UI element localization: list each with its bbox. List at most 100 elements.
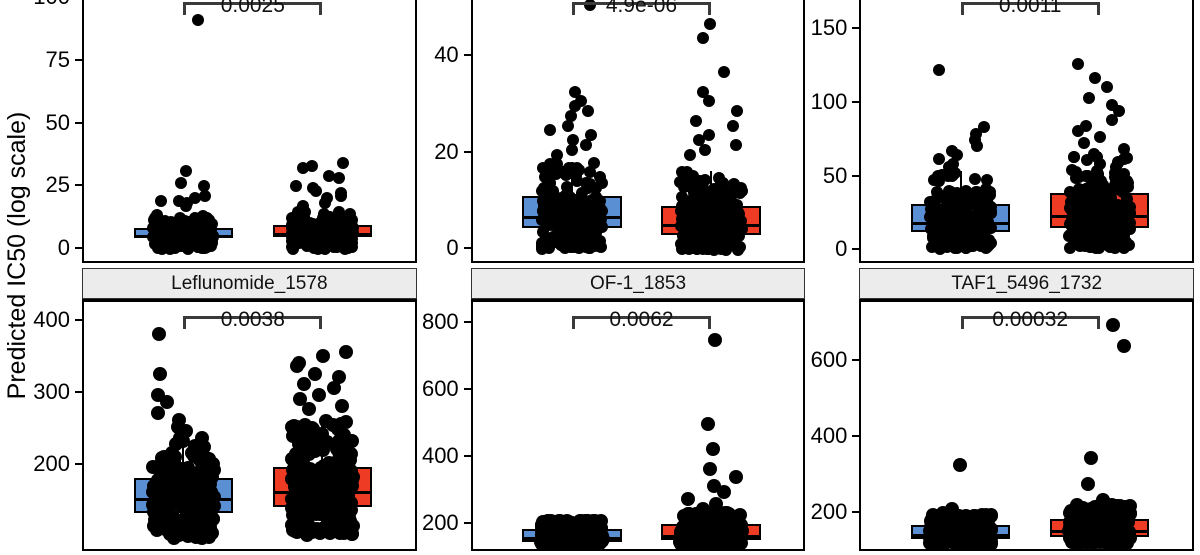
data-point — [579, 138, 592, 151]
plot-panel: 0.0025 — [82, 0, 417, 263]
data-point — [583, 237, 596, 250]
y-tick-label: 50 — [822, 162, 848, 188]
data-point — [1067, 151, 1080, 164]
data-point — [577, 513, 592, 528]
data-point — [174, 177, 187, 190]
data-point — [1078, 224, 1091, 237]
data-point — [561, 119, 574, 132]
data-point — [1121, 222, 1134, 235]
data-point — [327, 380, 342, 395]
y-tick-label: 400 — [810, 422, 848, 448]
y-tick-mark — [463, 150, 471, 153]
data-point — [190, 477, 205, 492]
data-point — [572, 537, 587, 549]
y-tick-label: 300 — [33, 379, 70, 405]
facet-panel-grid: 0 25 50 75 100 0.0025 0 20 40 4.9e-06 0 50 100 150 0.0… — [33, 0, 1200, 551]
data-point — [1077, 137, 1090, 150]
data-point — [700, 416, 715, 431]
data-point — [697, 32, 710, 45]
data-point — [335, 189, 348, 202]
data-point — [1105, 230, 1118, 243]
facet-panel-5: TAF1_5496_1732 200 400 600 0.00032 — [811, 268, 1200, 555]
y-tick: 150 — [811, 15, 860, 41]
facet-row-top: 0 25 50 75 100 0.0025 0 20 40 4.9e-06 0 50 100 150 0.0… — [33, 0, 1200, 267]
data-point — [693, 240, 706, 253]
y-tick: 400 — [422, 443, 471, 469]
data-point — [299, 476, 314, 491]
data-point — [197, 493, 212, 508]
data-point — [717, 219, 730, 232]
data-point — [549, 167, 562, 180]
data-point — [1074, 530, 1089, 545]
data-point — [585, 129, 598, 142]
data-point — [326, 482, 341, 497]
y-tick: 100 — [33, 0, 82, 10]
data-point — [729, 470, 744, 485]
y-axis: 0 50 100 150 — [811, 0, 860, 263]
data-point — [731, 104, 744, 117]
data-point — [314, 427, 329, 442]
data-point — [152, 327, 167, 342]
data-point — [312, 388, 327, 403]
data-point — [952, 514, 967, 529]
data-point — [167, 238, 180, 251]
data-point — [150, 405, 165, 420]
data-point — [566, 134, 579, 147]
data-point — [542, 235, 555, 248]
data-point — [177, 232, 190, 245]
data-point — [683, 512, 698, 527]
y-tick-mark — [463, 321, 471, 324]
data-point — [1071, 125, 1084, 138]
data-point — [677, 194, 690, 207]
y-tick: 25 — [46, 172, 82, 198]
y-tick-mark — [852, 100, 860, 103]
data-point — [343, 221, 356, 234]
facet-strip-label: Leflunomide_1578 — [82, 268, 417, 299]
y-tick-label: 40 — [434, 41, 459, 67]
data-point — [540, 195, 553, 208]
y-tick-label: 0 — [835, 236, 848, 262]
data-point — [1074, 505, 1089, 520]
data-point — [319, 197, 332, 210]
y-tick-label: 400 — [421, 442, 459, 468]
data-point — [154, 194, 167, 207]
plot-area — [473, 0, 804, 261]
data-point — [932, 63, 945, 76]
facet-panel-1: 0 20 40 4.9e-06 — [423, 0, 812, 267]
data-point — [1063, 228, 1076, 241]
data-point — [936, 524, 951, 539]
data-point — [693, 217, 706, 230]
plot-panel: 0.00032 — [859, 299, 1195, 551]
data-point — [544, 537, 559, 549]
data-point — [178, 526, 193, 541]
plot-area — [84, 302, 415, 549]
facet-panel-4: OF-1_1853 200 400 600 800 0.0062 — [422, 268, 812, 555]
y-tick-label: 200 — [810, 498, 848, 524]
y-tick: 0 — [835, 236, 860, 262]
data-point — [154, 490, 169, 505]
data-point — [288, 519, 303, 534]
data-point — [296, 419, 311, 434]
data-point — [699, 143, 712, 156]
data-point — [332, 172, 345, 185]
data-point — [551, 148, 564, 161]
data-point — [967, 192, 980, 205]
y-tick-label: 100 — [33, 0, 75, 10]
data-point — [588, 157, 601, 170]
y-tick-mark — [463, 454, 471, 457]
data-point — [1087, 180, 1100, 193]
data-point — [729, 204, 742, 217]
data-point — [307, 500, 322, 515]
y-tick: 50 — [822, 162, 860, 189]
plot-panel: 0.0062 — [470, 299, 806, 551]
data-point — [536, 226, 549, 239]
y-tick-label: 400 — [33, 307, 70, 333]
data-point — [733, 241, 746, 254]
y-tick-mark — [463, 53, 471, 56]
data-point — [978, 507, 993, 522]
data-point — [306, 159, 319, 172]
data-point — [1074, 240, 1087, 253]
y-axis: 0 20 40 — [423, 0, 471, 263]
data-point — [571, 241, 584, 254]
